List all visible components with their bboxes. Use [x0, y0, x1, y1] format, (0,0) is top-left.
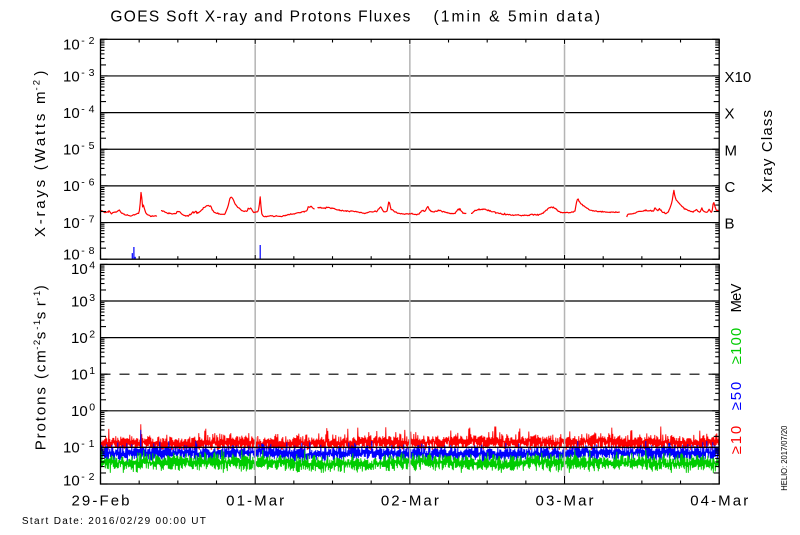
svg-text:≥100: ≥100: [728, 328, 745, 365]
svg-text:B: B: [725, 216, 735, 233]
svg-text:03-Mar: 03-Mar: [536, 493, 594, 510]
svg-text:): ): [33, 285, 50, 290]
svg-text:Protons (cm: Protons (cm: [33, 350, 50, 450]
svg-text:-1: -1: [32, 320, 43, 330]
svg-text:GOES Soft X-ray and Protons Fl: GOES Soft X-ray and Protons Fluxes: [110, 9, 410, 26]
svg-text:02-Mar: 02-Mar: [381, 493, 439, 510]
svg-text:M: M: [725, 142, 738, 159]
svg-text:04-Mar: 04-Mar: [690, 493, 748, 510]
svg-text:HELIO: 2017/07/20: HELIO: 2017/07/20: [779, 425, 789, 490]
svg-text:X: X: [725, 106, 735, 123]
svg-text:29-Feb: 29-Feb: [72, 493, 130, 510]
svg-text:Xray Class: Xray Class: [759, 110, 776, 193]
svg-text:-1: -1: [32, 291, 43, 301]
svg-text:≥10: ≥10: [728, 426, 745, 455]
svg-text:≥50: ≥50: [728, 382, 745, 411]
svg-text:Start Date: 2016/02/29 00:00 U: Start Date: 2016/02/29 00:00 UT: [22, 516, 206, 527]
svg-text:): ): [32, 71, 49, 76]
svg-text:s: s: [33, 332, 50, 340]
svg-text:01-Mar: 01-Mar: [226, 493, 284, 510]
svg-text:C: C: [725, 179, 736, 196]
svg-text:-2: -2: [32, 80, 43, 91]
svg-text:X10: X10: [725, 69, 752, 86]
svg-text:-2: -2: [32, 340, 43, 350]
svg-text:MeV: MeV: [728, 284, 745, 313]
